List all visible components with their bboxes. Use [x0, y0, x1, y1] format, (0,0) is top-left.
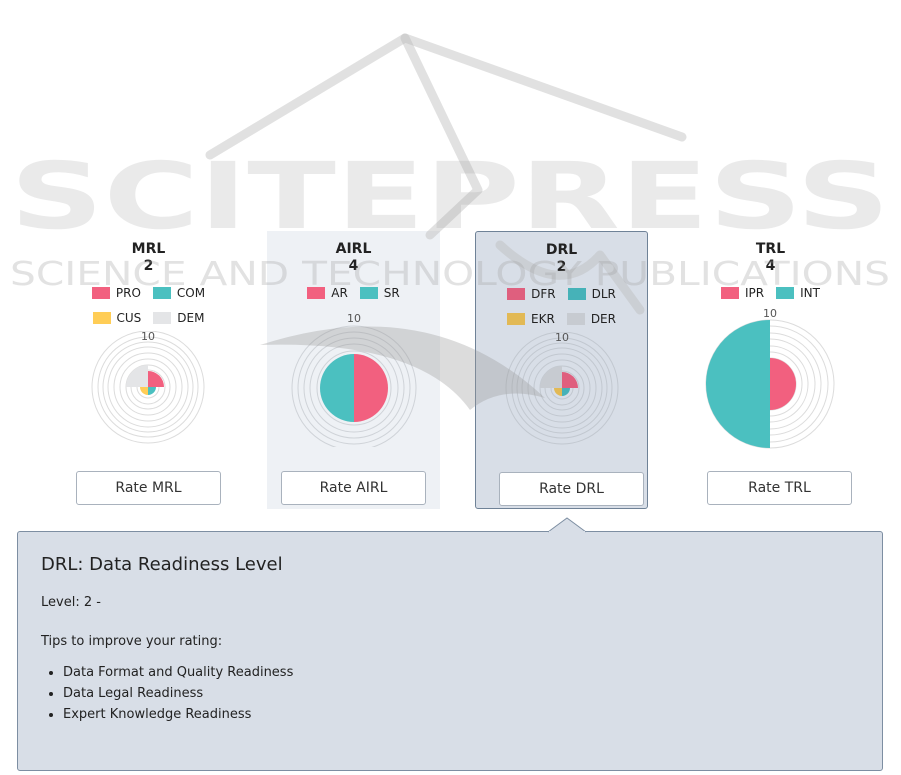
- legend-item-ipr[interactable]: IPR: [721, 286, 764, 300]
- card-title: MRL: [131, 241, 166, 257]
- polar-chart-airl: 10: [291, 312, 417, 447]
- scale-label: 10: [763, 307, 777, 320]
- polar-chart-drl: 10: [505, 332, 619, 445]
- polar-chart-trl: 10: [705, 307, 835, 449]
- legend-item-ekr[interactable]: EKR: [507, 312, 555, 326]
- card-level: 4: [765, 258, 776, 274]
- chart-legend: IPR INT: [684, 286, 857, 311]
- rate-drl-button[interactable]: Rate DRL: [499, 472, 644, 506]
- legend-item-dem[interactable]: DEM: [153, 311, 204, 325]
- info-title: DRL: Data Readiness Level: [41, 554, 283, 575]
- segment-cus: [140, 387, 148, 395]
- info-panel-pointer: [547, 517, 587, 533]
- scale-label: 10: [555, 332, 569, 344]
- segment-com: [148, 387, 156, 395]
- info-level-text: Level: 2 -: [41, 595, 101, 610]
- card-level: 2: [143, 258, 154, 274]
- tip-item: Expert Knowledge Readiness: [63, 704, 859, 725]
- card-level: 4: [348, 258, 359, 274]
- scale-label: 10: [141, 331, 155, 343]
- tip-item: Data Format and Quality Readiness: [63, 662, 859, 683]
- tip-item: Data Legal Readiness: [63, 683, 859, 704]
- segment-dem: [126, 365, 148, 387]
- chart-legend: PRO COM CUS DEM: [62, 286, 235, 336]
- segment-ekr: [554, 388, 562, 396]
- card-title: TRL: [755, 241, 786, 257]
- card-title: DRL: [545, 242, 578, 258]
- scale-label: 10: [347, 312, 361, 325]
- tips-heading: Tips to improve your rating:: [41, 634, 223, 649]
- card-title: AIRL: [335, 241, 372, 257]
- segment-ipr: [770, 358, 796, 410]
- legend-item-dlr[interactable]: DLR: [567, 287, 616, 301]
- rate-mrl-button[interactable]: Rate MRL: [76, 471, 221, 505]
- segment-der: [540, 366, 562, 388]
- polar-chart-mrl: 10: [91, 331, 205, 444]
- legend-item-cus[interactable]: CUS: [92, 311, 141, 325]
- legend-item-com[interactable]: COM: [152, 286, 205, 300]
- legend-item-pro[interactable]: PRO: [91, 286, 141, 300]
- legend-item-sr[interactable]: SR: [359, 286, 400, 300]
- card-airl[interactable]: AIRL 4 AR SR 10 Rate AIRL: [267, 231, 440, 509]
- chart-legend: DFR DLR EKR DER: [476, 287, 647, 337]
- legend-item-ar[interactable]: AR: [307, 286, 348, 300]
- info-panel: DRL: Data Readiness Level Level: 2 - Tip…: [17, 531, 883, 771]
- rate-airl-button[interactable]: Rate AIRL: [281, 471, 426, 505]
- rate-trl-button[interactable]: Rate TRL: [707, 471, 852, 505]
- legend-item-dfr[interactable]: DFR: [507, 287, 556, 301]
- card-level: 2: [556, 259, 567, 275]
- legend-item-int[interactable]: INT: [776, 286, 820, 300]
- segment-sr: [320, 354, 354, 422]
- segment-int: [706, 320, 770, 448]
- legend-item-der[interactable]: DER: [566, 312, 616, 326]
- segment-pro: [148, 371, 164, 387]
- chart-legend: AR SR: [267, 286, 440, 311]
- card-mrl[interactable]: MRL 2 PRO COM CUS DEM 10 Rate MRL: [62, 231, 235, 509]
- card-trl[interactable]: TRL 4 IPR INT 10 Rate TRL: [684, 231, 857, 509]
- tips-list: Data Format and Quality Readiness Data L…: [41, 662, 859, 725]
- segment-dlr: [562, 388, 570, 396]
- segment-ar: [354, 354, 388, 422]
- segment-dfr: [562, 372, 578, 388]
- card-drl[interactable]: DRL 2 DFR DLR EKR DER 10 Rate DRL: [475, 231, 648, 509]
